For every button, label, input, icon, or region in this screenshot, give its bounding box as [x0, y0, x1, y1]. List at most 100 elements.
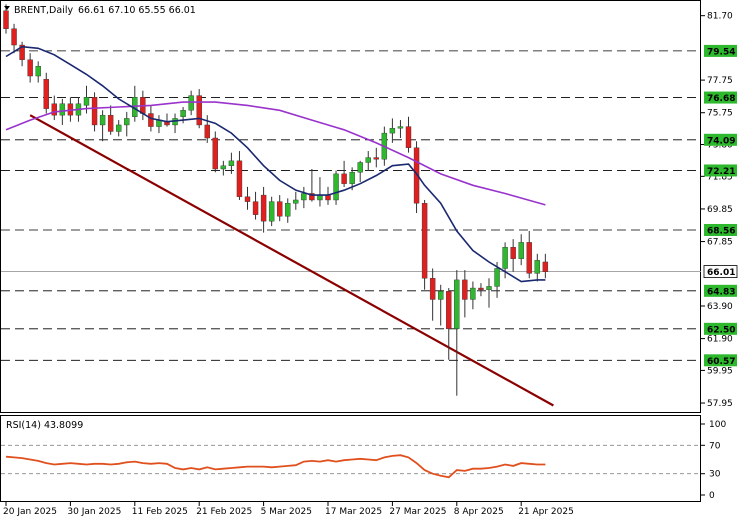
candle-body	[91, 97, 98, 126]
candle-body	[438, 291, 444, 300]
rsi-title: RSI(14) 43.8099	[6, 420, 83, 431]
time-tick-label: 20 Jan 2025	[3, 507, 57, 517]
level-label-text: 68.56	[707, 226, 735, 236]
candle-body	[429, 278, 436, 300]
level-label-text: 62.50	[707, 325, 735, 335]
candle-body	[11, 28, 17, 46]
rsi-tick-label: 100	[709, 420, 726, 430]
candle-body	[301, 193, 307, 201]
level-label-box	[704, 322, 737, 335]
candle-body	[51, 103, 57, 116]
candle-body	[83, 97, 90, 106]
price-tick-label: 81.70	[707, 12, 733, 22]
rsi-line	[5, 454, 546, 479]
price-tick-label: 59.95	[707, 366, 733, 376]
time-axis: 20 Jan 2025 30 Jan 2025 11 Feb 2025 21 Feb …	[3, 502, 574, 517]
candle-body	[196, 95, 202, 126]
trendline-layer	[29, 114, 554, 407]
candle-body	[236, 160, 243, 197]
candle-body	[454, 279, 460, 330]
price-tick-label: 57.95	[707, 399, 733, 409]
rsi-tick-label: 0	[709, 491, 715, 501]
candle-body	[373, 157, 379, 160]
level-label-box	[704, 44, 737, 57]
candle-body	[212, 137, 219, 170]
candle-body	[148, 113, 154, 127]
candle-body	[333, 173, 339, 201]
candle-body	[180, 110, 186, 117]
horizontal-levels	[1, 50, 701, 361]
candle-body	[413, 147, 420, 204]
level-label-text: 76.68	[707, 94, 735, 104]
candle-body	[124, 118, 130, 126]
current-price-box	[703, 265, 738, 278]
price-axis: 81.7077.7575.7573.8071.8569.8567.8563.90…	[701, 12, 733, 409]
candle-body	[397, 126, 404, 129]
candle-body	[518, 242, 524, 259]
candle-body	[365, 157, 371, 163]
descending-trendline	[29, 114, 554, 407]
candle-body	[293, 199, 299, 204]
candle-body	[268, 201, 275, 222]
candle-body	[486, 286, 492, 290]
candle-body	[446, 291, 452, 330]
candle-body	[542, 261, 549, 272]
candle-body	[309, 193, 315, 201]
time-tick-label: 8 Apr 2025	[454, 507, 504, 517]
level-label-box	[704, 164, 737, 177]
candle-body	[478, 287, 484, 290]
candle-body	[27, 59, 33, 77]
rsi-tick-label: 70	[709, 441, 721, 451]
price-tick-label: 77.75	[707, 76, 733, 86]
candle-body	[510, 247, 516, 259]
level-label-box	[704, 284, 737, 297]
candle-body	[228, 160, 235, 166]
level-label-text: 64.83	[707, 287, 735, 297]
candle-body	[494, 268, 500, 287]
candle-body	[244, 196, 251, 202]
candle-body	[470, 287, 476, 300]
candle-body	[421, 203, 428, 279]
candle-body	[389, 128, 396, 134]
rsi-layer	[1, 444, 701, 479]
candle-body	[260, 194, 267, 222]
level-label-box	[704, 133, 737, 146]
time-tick-label: 21 Feb 2025	[196, 507, 252, 517]
rsi-tick-label: 30	[709, 470, 721, 480]
candle-body	[3, 10, 9, 29]
ohlc-values: 66.61 67.10 65.55 66.01	[78, 5, 196, 16]
candle-body	[43, 79, 49, 109]
candle-body	[252, 201, 259, 215]
price-tick-label: 61.90	[707, 335, 733, 345]
candle-body	[341, 173, 347, 184]
level-label-text: 79.54	[707, 47, 735, 57]
candle-body	[462, 279, 468, 300]
candle-body	[19, 44, 25, 60]
level-label-text: 60.57	[707, 357, 735, 367]
price-tick-label: 63.90	[707, 302, 733, 312]
level-labels: 79.54 76.68 74.09 72.21 68.56 64.83 62.50 60.57…	[703, 44, 738, 367]
candle-body	[115, 124, 122, 132]
candle-body	[107, 114, 114, 132]
candle-body	[204, 124, 210, 139]
candle-body	[277, 201, 283, 217]
collapse-triangle-icon[interactable]	[4, 6, 10, 10]
time-tick-label: 27 Mar 2025	[389, 507, 446, 517]
candle-body	[526, 242, 532, 274]
candle-body	[59, 103, 66, 116]
level-label-text: 74.09	[707, 136, 735, 146]
level-label-text: 72.21	[707, 167, 735, 177]
price-tick-label: 67.85	[707, 238, 733, 248]
candle-body	[405, 126, 412, 148]
level-label-box	[704, 354, 737, 367]
candle-body	[35, 66, 41, 77]
symbol-title: BRENT,Daily	[14, 5, 73, 16]
price-tick-label: 69.85	[707, 205, 733, 215]
price-panel	[0, 0, 701, 413]
candle-body	[357, 162, 363, 173]
time-tick-label: 11 Feb 2025	[132, 507, 188, 517]
price-tick-label: 75.75	[707, 109, 733, 119]
slow-moving-average	[5, 101, 546, 206]
time-tick-label: 21 Apr 2025	[518, 507, 574, 517]
